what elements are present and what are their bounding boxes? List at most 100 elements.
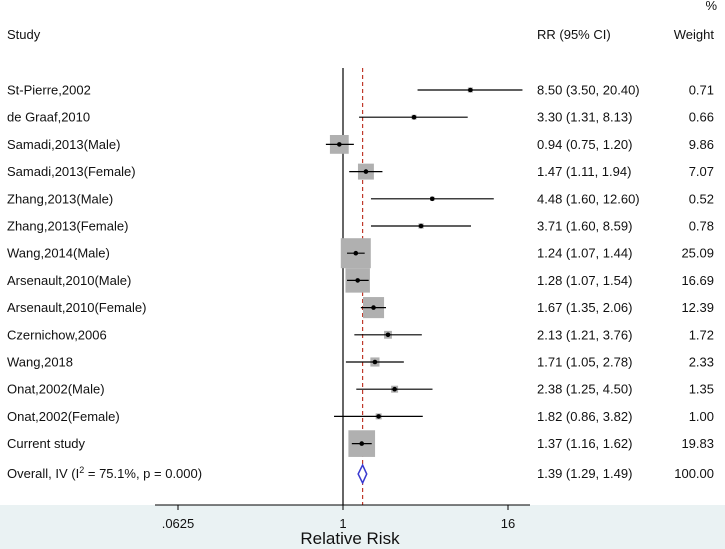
- point-estimate: [376, 414, 381, 419]
- study-mark: [325, 134, 354, 154]
- study-mark: [370, 223, 471, 229]
- axis-band: [0, 505, 725, 549]
- table-row: Czernichow,2006 2.13 (1.21, 3.76) 1.72: [7, 327, 714, 342]
- table-row: Wang,2014(Male) 1.24 (1.07, 1.44) 25.09: [7, 246, 714, 261]
- study-mark: [349, 163, 383, 180]
- study-mark: [356, 385, 433, 393]
- study-name: Samadi,2013(Female): [7, 164, 136, 179]
- rr-ci: 1.47 (1.11, 1.94): [537, 164, 631, 179]
- point-estimate: [411, 114, 417, 120]
- point-estimate: [372, 359, 378, 365]
- table-row: Samadi,2013(Male) 0.94 (0.75, 1.20) 9.86: [7, 137, 714, 152]
- study-name: Arsenault,2010(Male): [7, 273, 131, 288]
- point-estimate: [429, 196, 435, 202]
- rr-ci: 8.50 (3.50, 20.40): [537, 83, 640, 98]
- point-estimate: [371, 305, 376, 310]
- study-name: Onat,2002(Female): [7, 409, 120, 424]
- study-mark: [370, 196, 494, 202]
- table-row: Onat,2002(Male) 2.38 (1.25, 4.50) 1.35: [7, 382, 714, 397]
- study-name: Czernichow,2006: [7, 327, 107, 342]
- rr-ci: 2.38 (1.25, 4.50): [537, 382, 632, 397]
- study-mark: [345, 357, 404, 367]
- overall-label-sup: 2: [79, 465, 84, 475]
- study-mark: [334, 413, 423, 420]
- weight-value: 16.69: [681, 273, 714, 288]
- forest-marks: [325, 68, 523, 505]
- weight-value: 12.39: [681, 300, 714, 315]
- overall-rr-ci: 1.39 (1.29, 1.49): [537, 466, 632, 481]
- table-row: Samadi,2013(Female) 1.47 (1.11, 1.94) 7.07: [7, 164, 714, 179]
- study-name: Arsenault,2010(Female): [7, 300, 146, 315]
- x-tick-label: 16: [501, 516, 515, 531]
- study-mark: [359, 114, 468, 120]
- table-row: St-Pierre,2002 8.50 (3.50, 20.40) 0.71: [7, 83, 714, 98]
- rr-ci: 1.37 (1.16, 1.62): [537, 436, 632, 451]
- rr-ci: 1.71 (1.05, 2.78): [537, 355, 632, 370]
- study-mark: [340, 238, 371, 269]
- rr-ci: 3.30 (1.31, 8.13): [537, 110, 632, 125]
- overall-label: Overall, IV (I2 = 75.1%, p = 0.000): [7, 465, 202, 481]
- study-header: Study: [7, 27, 41, 42]
- table-row: Arsenault,2010(Male) 1.28 (1.07, 1.54) 16.…: [7, 273, 714, 288]
- study-mark: [417, 87, 523, 93]
- point-estimate: [353, 250, 359, 256]
- weight-value: 0.78: [689, 219, 714, 234]
- rr-ci: 1.82 (0.86, 3.82): [537, 409, 632, 424]
- weight-value: 1.00: [689, 409, 714, 424]
- weight-value: 0.52: [689, 191, 714, 206]
- table-row: de Graaf,2010 3.30 (1.31, 8.13) 0.66: [7, 110, 714, 125]
- weight-value: 2.33: [689, 355, 714, 370]
- x-tick-label: 1: [339, 516, 346, 531]
- study-name: Zhang,2013(Male): [7, 191, 113, 206]
- weight-value: 19.83: [681, 436, 714, 451]
- weight-value: 9.86: [689, 137, 714, 152]
- point-estimate: [468, 87, 473, 93]
- overall-row: Overall, IV (I2 = 75.1%, p = 0.000) 1.39…: [7, 465, 714, 481]
- overall-diamond: [357, 463, 368, 485]
- rr-ci: 1.24 (1.07, 1.44): [537, 246, 632, 261]
- x-tick-label: .0625: [162, 516, 195, 531]
- study-name: Wang,2018: [7, 355, 73, 370]
- point-estimate: [385, 332, 391, 338]
- study-rows: St-Pierre,2002 8.50 (3.50, 20.40) 0.71 de G…: [7, 83, 714, 452]
- weight-value: 0.66: [689, 110, 714, 125]
- weight-value: 1.35: [689, 382, 714, 397]
- study-mark: [345, 268, 370, 293]
- rr-ci: 4.48 (1.60, 12.60): [537, 191, 640, 206]
- point-estimate: [363, 169, 369, 174]
- rr-header: RR (95% CI): [537, 27, 611, 42]
- study-name: St-Pierre,2002: [7, 83, 91, 98]
- rr-ci: 1.28 (1.07, 1.54): [537, 273, 632, 288]
- study-name: Current study: [7, 436, 86, 451]
- study-name: de Graaf,2010: [7, 110, 90, 125]
- overall-label-prefix: Overall, IV (I: [7, 466, 79, 481]
- study-name: Samadi,2013(Male): [7, 137, 120, 152]
- x-axis: .0625 1 16: [155, 504, 530, 531]
- point-estimate: [337, 142, 342, 147]
- study-mark: [360, 297, 387, 319]
- rr-ci: 1.67 (1.35, 2.06): [537, 300, 632, 315]
- x-axis-title: Relative Risk: [300, 529, 400, 548]
- overall-label-suffix: = 75.1%, p = 0.000): [84, 466, 202, 481]
- weight-value: 25.09: [681, 246, 714, 261]
- weight-pct-header: %: [705, 0, 717, 13]
- study-name: Wang,2014(Male): [7, 246, 110, 261]
- study-mark: [348, 430, 376, 457]
- point-estimate: [359, 441, 365, 446]
- overall-weight: 100.00: [674, 466, 714, 481]
- table-row: Onat,2002(Female) 1.82 (0.86, 3.82) 1.00: [7, 409, 714, 424]
- rr-ci: 0.94 (0.75, 1.20): [537, 137, 632, 152]
- study-name: Onat,2002(Male): [7, 382, 105, 397]
- study-mark: [354, 330, 422, 339]
- table-row: Wang,2018 1.71 (1.05, 2.78) 2.33: [7, 355, 714, 370]
- weight-value: 0.71: [689, 83, 714, 98]
- table-row: Zhang,2013(Female) 3.71 (1.60, 8.59) 0.78: [7, 219, 714, 234]
- rr-ci: 3.71 (1.60, 8.59): [537, 219, 632, 234]
- study-name: Zhang,2013(Female): [7, 219, 128, 234]
- table-row: Current study 1.37 (1.16, 1.62) 19.83: [7, 436, 714, 451]
- weight-value: 1.72: [689, 327, 714, 342]
- rr-ci: 2.13 (1.21, 3.76): [537, 327, 632, 342]
- weight-value: 7.07: [689, 164, 714, 179]
- table-row: Zhang,2013(Male) 4.48 (1.60, 12.60) 0.52: [7, 191, 714, 206]
- point-estimate: [355, 278, 360, 283]
